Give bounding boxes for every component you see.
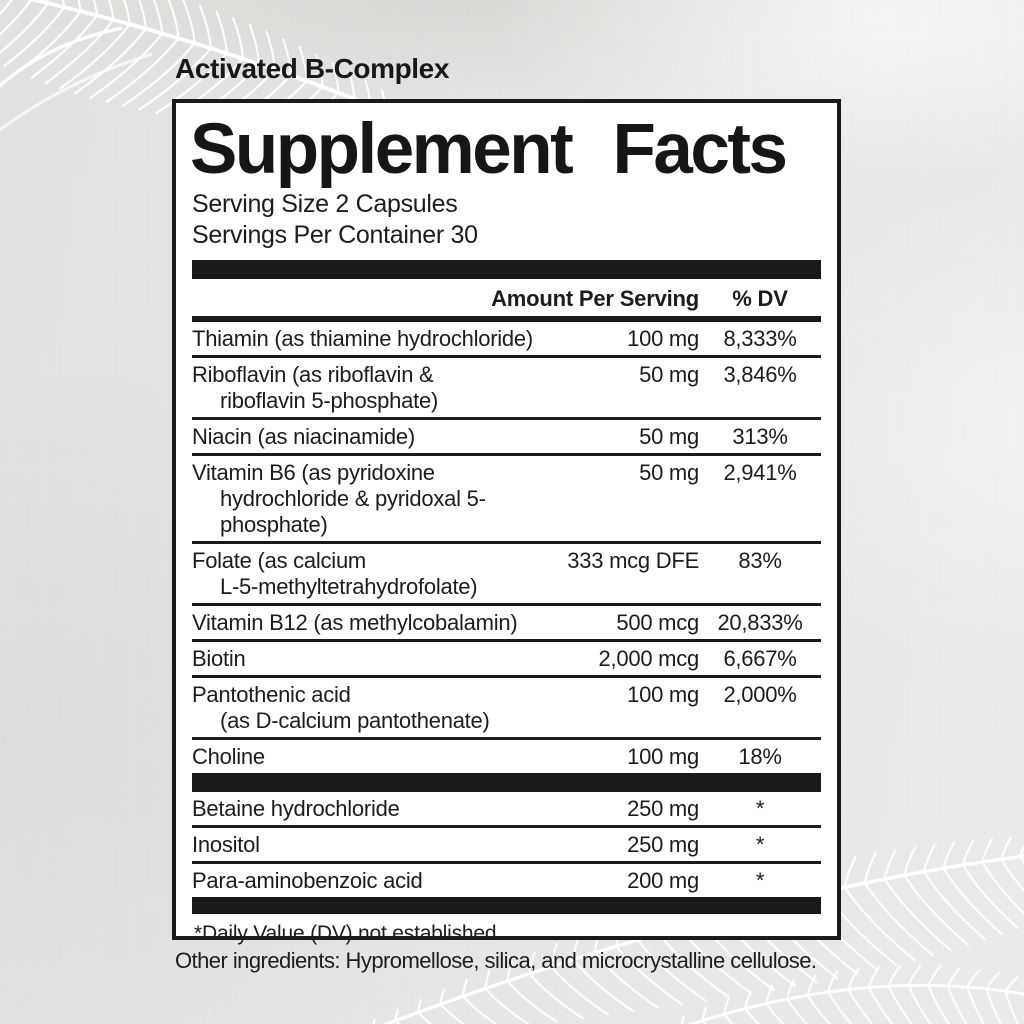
table-row: Betaine hydrochloride 250 mg *: [192, 792, 821, 828]
ingredient-amount: 50 mg: [639, 460, 699, 485]
table-row: Choline 100 mg 18%: [192, 740, 821, 773]
divider-bar-header: [192, 316, 821, 322]
ingredient-amount: 50 mg: [639, 424, 699, 449]
ingredient-name: Folate (as calcium L-5-methyltetrahydrofo…: [192, 548, 478, 599]
ingredient-dv: 3,846%: [723, 362, 797, 387]
servings-per-container: Servings Per Container 30: [192, 221, 478, 249]
ingredient-dv: *: [755, 832, 765, 857]
ingredient-amount: 2,000 mcg: [598, 646, 700, 671]
ingredient-name: Pantothenic acid (as D-calcium pantothena…: [192, 682, 490, 733]
ingredient-dv: 313%: [732, 424, 788, 449]
ingredient-amount: 500 mcg: [616, 610, 699, 635]
ingredient-amount: 333 mcg DFE: [567, 548, 699, 573]
ingredient-amount: 100 mg: [627, 326, 699, 351]
ingredient-dv: 18%: [738, 744, 782, 769]
ingredient-name: Thiamin (as thiamine hydrochloride): [192, 326, 533, 351]
table-row: Biotin 2,000 mcg 6,667%: [192, 642, 821, 678]
ingredient-name: Betaine hydrochloride: [192, 796, 400, 821]
divider-bar-middle: [192, 773, 821, 792]
table-row: Thiamin (as thiamine hydrochloride) 100 …: [192, 322, 821, 358]
ingredient-name: Vitamin B6 (as pyridoxine hydrochloride &…: [192, 460, 486, 537]
table-row: Vitamin B6 (as pyridoxine hydrochloride &…: [192, 456, 821, 544]
ingredient-name: Choline: [192, 744, 265, 769]
divider-bar-bottom: [192, 897, 821, 914]
table-row: Folate (as calcium L-5-methyltetrahydrofo…: [192, 544, 821, 606]
ingredient-name: Inositol: [192, 832, 260, 857]
column-header-dv: % DV: [732, 286, 788, 311]
ingredient-amount: 100 mg: [627, 682, 699, 707]
table-row: Para-aminobenzoic acid 200 mg *: [192, 864, 821, 897]
product-title: Activated B-Complex: [175, 53, 450, 84]
table-row: Riboflavin (as riboflavin & riboflavin 5-…: [192, 358, 821, 420]
divider-bar-top: [192, 260, 821, 279]
ingredient-dv: 6,667%: [723, 646, 797, 671]
ingredient-amount: 250 mg: [627, 832, 699, 857]
ingredient-dv: 8,333%: [723, 326, 797, 351]
ingredient-dv: 2,000%: [723, 682, 797, 707]
ingredient-amount: 50 mg: [639, 362, 699, 387]
feather-icon: [0, 26, 123, 88]
ingredient-dv: 83%: [738, 548, 782, 573]
ingredient-dv: *: [755, 868, 765, 893]
ingredient-amount: 250 mg: [627, 796, 699, 821]
ingredient-dv: 2,941%: [723, 460, 797, 485]
other-ingredients: Other ingredients: Hypromellose, silica,…: [175, 948, 817, 973]
table-row: Pantothenic acid (as D-calcium pantothena…: [192, 678, 821, 740]
ingredient-name: Vitamin B12 (as methylcobalamin): [192, 610, 518, 635]
ingredient-amount: 100 mg: [627, 744, 699, 769]
feather-icon: [0, 52, 153, 132]
table-row: Vitamin B12 (as methylcobalamin) 500 mcg…: [192, 606, 821, 642]
ingredient-amount: 200 mg: [627, 868, 699, 893]
supplement-facts-panel: Supplement Facts Serving Size 2 Capsules…: [172, 99, 841, 945]
table-row: Inositol 250 mg *: [192, 828, 821, 864]
supplement-facts-title: Supplement Facts: [190, 110, 788, 189]
table-row: Niacin (as niacinamide) 50 mg 313%: [192, 420, 821, 456]
serving-size: Serving Size 2 Capsules: [192, 190, 458, 218]
ingredient-dv: 20,833%: [717, 610, 803, 635]
ingredient-name: Biotin: [192, 646, 246, 671]
ingredient-dv: *: [755, 796, 765, 821]
ingredient-name: Riboflavin (as riboflavin & riboflavin 5-…: [192, 362, 439, 413]
dv-footnote: *Daily Value (DV) not established.: [194, 922, 502, 945]
ingredient-name: Para-aminobenzoic acid: [192, 868, 423, 893]
column-header-amount: Amount Per Serving: [491, 286, 699, 311]
ingredient-name: Niacin (as niacinamide): [192, 424, 415, 449]
table-header-row: Amount Per Serving % DV: [192, 279, 821, 316]
